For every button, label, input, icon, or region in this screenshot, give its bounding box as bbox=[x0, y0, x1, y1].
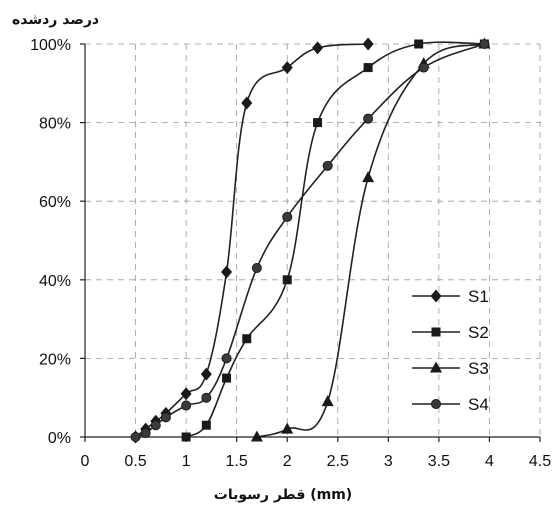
y-axis-title: درصد ردشده bbox=[12, 12, 99, 28]
circle-marker bbox=[160, 412, 171, 423]
triangle-marker bbox=[281, 422, 294, 434]
circle-marker bbox=[201, 392, 212, 403]
x-tick-label: 3 bbox=[384, 453, 393, 470]
square-marker bbox=[201, 420, 211, 430]
square-marker bbox=[363, 63, 373, 73]
diamond-marker bbox=[362, 37, 374, 51]
y-tick-labels: 0% 20% 40% 60% 80% 100% bbox=[30, 37, 71, 447]
triangle-marker bbox=[321, 395, 334, 407]
circle-marker bbox=[181, 400, 192, 411]
diamond-marker bbox=[200, 367, 212, 381]
legend: S1 S2 S3 S4 bbox=[412, 287, 489, 414]
diamond-marker bbox=[241, 96, 253, 110]
legend-circle-marker bbox=[430, 398, 441, 409]
legend-label: S2 bbox=[468, 323, 489, 342]
circle-marker bbox=[479, 39, 490, 50]
y-tick-label: 100% bbox=[30, 37, 71, 54]
grid-lines bbox=[85, 43, 541, 437]
diamond-marker bbox=[281, 61, 293, 75]
diamond-marker bbox=[312, 41, 324, 55]
legend-item-s2: S2 bbox=[412, 323, 489, 342]
square-marker bbox=[181, 432, 191, 442]
legend-square-marker bbox=[431, 327, 441, 337]
square-marker bbox=[242, 334, 252, 344]
square-marker bbox=[313, 118, 323, 128]
circle-marker bbox=[130, 431, 141, 442]
series-line-s3 bbox=[256, 43, 485, 438]
series-line-s2 bbox=[185, 41, 485, 438]
circle-marker bbox=[363, 113, 374, 124]
series-s2 bbox=[181, 39, 489, 442]
x-tick-label: 0 bbox=[81, 453, 90, 470]
series-s4 bbox=[130, 39, 490, 442]
circle-marker bbox=[418, 62, 429, 73]
triangle-marker bbox=[362, 171, 375, 183]
legend-item-s3: S3 bbox=[412, 359, 489, 378]
series-s3 bbox=[250, 37, 491, 442]
triangle-marker bbox=[250, 430, 263, 442]
legend-item-s1: S1 bbox=[412, 287, 489, 306]
square-marker bbox=[222, 373, 232, 383]
legend-triangle-marker bbox=[430, 361, 442, 373]
x-tick-label: 2.5 bbox=[327, 453, 349, 470]
x-axis-title: قطر رسوبات (mm) bbox=[214, 487, 352, 503]
series-line-s4 bbox=[135, 43, 485, 438]
y-tick-label: 80% bbox=[39, 116, 71, 133]
circle-marker bbox=[282, 211, 293, 222]
legend-item-s4: S4 bbox=[412, 395, 489, 414]
x-tick-labels: 0 0.5 1 1.5 2 2.5 3 3.5 4 4.5 bbox=[81, 453, 552, 470]
x-tick-label: 0.5 bbox=[124, 453, 146, 470]
legend-diamond-marker bbox=[430, 289, 442, 303]
y-tick-label: 20% bbox=[39, 351, 71, 368]
circle-marker bbox=[251, 263, 262, 274]
series-s1 bbox=[130, 37, 374, 444]
x-tick-label: 1.5 bbox=[226, 453, 248, 470]
x-tick-label: 2 bbox=[283, 453, 292, 470]
circle-marker bbox=[140, 428, 151, 439]
diamond-marker bbox=[180, 387, 192, 401]
diamond-marker bbox=[221, 265, 233, 279]
circle-marker bbox=[322, 160, 333, 171]
square-marker bbox=[282, 275, 292, 285]
y-tick-label: 60% bbox=[39, 194, 71, 211]
square-marker bbox=[414, 39, 424, 49]
axes bbox=[80, 43, 541, 442]
y-tick-label: 0% bbox=[48, 430, 71, 447]
x-tick-label: 4.5 bbox=[529, 453, 551, 470]
circle-marker bbox=[221, 353, 232, 364]
x-tick-label: 3.5 bbox=[428, 453, 450, 470]
x-tick-label: 4 bbox=[485, 453, 494, 470]
legend-label: S4 bbox=[468, 395, 489, 414]
legend-label: S1 bbox=[468, 287, 489, 306]
legend-label: S3 bbox=[468, 359, 489, 378]
circle-marker bbox=[150, 420, 161, 431]
x-tick-label: 1 bbox=[182, 453, 191, 470]
y-tick-label: 40% bbox=[39, 273, 71, 290]
series-layer bbox=[130, 37, 491, 444]
